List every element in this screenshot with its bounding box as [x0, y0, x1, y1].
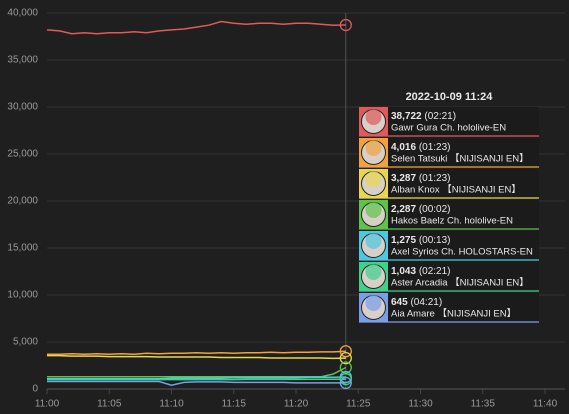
series-line: [47, 354, 346, 360]
y-tick-label: 40,000: [7, 8, 38, 19]
entry-value: 38,722 (02:21): [391, 111, 456, 122]
duration: (00:02): [419, 204, 451, 215]
y-tick-label: 0: [32, 384, 38, 395]
y-tick-label: 20,000: [7, 196, 38, 207]
avatar-hair: [365, 202, 382, 218]
series-line: [47, 350, 346, 355]
value-label: 4,016: [391, 142, 416, 153]
avatar-hair: [365, 171, 382, 187]
value-label: 1,043: [391, 266, 416, 277]
tooltip-entry: [359, 262, 539, 291]
entry-name: Alban Knox 【NIJISANJI EN】: [391, 185, 521, 196]
duration: (00:13): [419, 235, 451, 246]
entry-name: Axel Syrios Ch. HOLOSTARS-EN: [391, 247, 533, 258]
duration: (01:23): [419, 173, 451, 184]
x-tick-label: 11:20: [284, 399, 309, 410]
x-tick-label: 11:40: [533, 399, 558, 410]
tooltip-title: 2022-10-09 11:24: [406, 91, 494, 103]
value-label: 3,287: [391, 173, 416, 184]
x-tick-label: 11:00: [35, 399, 60, 410]
x-tick-label: 11:10: [159, 399, 184, 410]
entry-value: 645 (04:21): [391, 297, 442, 308]
x-tick-label: 11:15: [222, 399, 247, 410]
avatar-hair: [365, 295, 382, 311]
hover-point: [339, 351, 352, 365]
tooltip-entry: [359, 138, 539, 167]
tooltip-entry: [359, 169, 539, 198]
entry-value: 4,016 (01:23): [391, 142, 451, 153]
avatar-hair: [365, 233, 382, 249]
x-tick-label: 11:30: [408, 399, 433, 410]
avatar-hair: [365, 109, 382, 125]
tooltip-entry: [359, 107, 539, 136]
hover-point: [339, 18, 352, 32]
entry-value: 1,275 (00:13): [391, 235, 451, 246]
tooltip-entry: [359, 200, 539, 229]
entry-value: 3,287 (01:23): [391, 173, 451, 184]
entry-name: Selen Tatsuki 【NIJISANJI EN】: [391, 154, 529, 165]
hover-point: [339, 373, 352, 386]
value-label: 1,275: [391, 235, 416, 246]
value-label: 645: [391, 297, 408, 308]
entry-name: Gawr Gura Ch. hololive-EN: [391, 123, 506, 134]
x-tick-label: 11:25: [346, 399, 371, 410]
x-tick-label: 11:05: [97, 399, 122, 410]
series-line: [47, 376, 346, 380]
avatar-hair: [365, 140, 382, 156]
series-line: [47, 366, 347, 378]
entry-name: Aia Amare 【NIJISANJI EN】: [391, 309, 516, 320]
y-tick-label: 10,000: [7, 290, 38, 301]
x-tick-label: 11:35: [471, 399, 496, 410]
series-line: [46, 20, 346, 35]
entry-name: Aster Arcadia 【NIJISANJI EN】: [391, 278, 529, 289]
duration: (01:23): [419, 142, 451, 153]
tooltip-entry: [359, 231, 539, 260]
entry-value: 2,287 (00:02): [391, 204, 451, 215]
avatar-hair: [365, 264, 382, 280]
duration: (04:21): [410, 297, 442, 308]
duration: (02:21): [424, 111, 456, 122]
hover-point: [339, 361, 352, 374]
series-line: [47, 380, 346, 386]
y-tick-label: 30,000: [7, 102, 38, 113]
y-tick-label: 5,000: [13, 337, 38, 348]
tooltip-entry: [359, 293, 539, 322]
y-tick-label: 25,000: [7, 149, 38, 160]
duration: (02:21): [419, 266, 451, 277]
entry-value: 1,043 (02:21): [391, 266, 451, 277]
value-label: 2,287: [391, 204, 416, 215]
hover-point: [339, 345, 352, 358]
value-label: 38,722: [391, 111, 422, 122]
hover-point: [339, 376, 352, 390]
y-tick-label: 35,000: [7, 55, 38, 66]
entry-name: Hakos Baelz Ch. hololive-EN: [391, 216, 513, 227]
y-tick-label: 15,000: [7, 243, 38, 254]
